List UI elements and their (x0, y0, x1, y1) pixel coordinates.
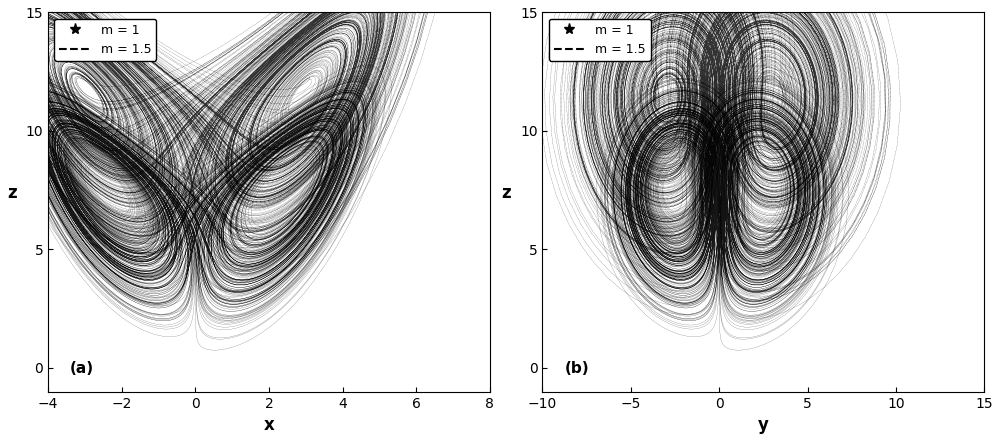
Y-axis label: z: z (7, 184, 17, 202)
Text: (b): (b) (565, 361, 589, 376)
X-axis label: y: y (758, 416, 769, 434)
Y-axis label: z: z (501, 184, 511, 202)
Legend: m = 1, m = 1.5: m = 1, m = 1.5 (54, 19, 156, 61)
Legend: m = 1, m = 1.5: m = 1, m = 1.5 (549, 19, 651, 61)
X-axis label: x: x (264, 416, 274, 434)
Text: (a): (a) (70, 361, 94, 376)
